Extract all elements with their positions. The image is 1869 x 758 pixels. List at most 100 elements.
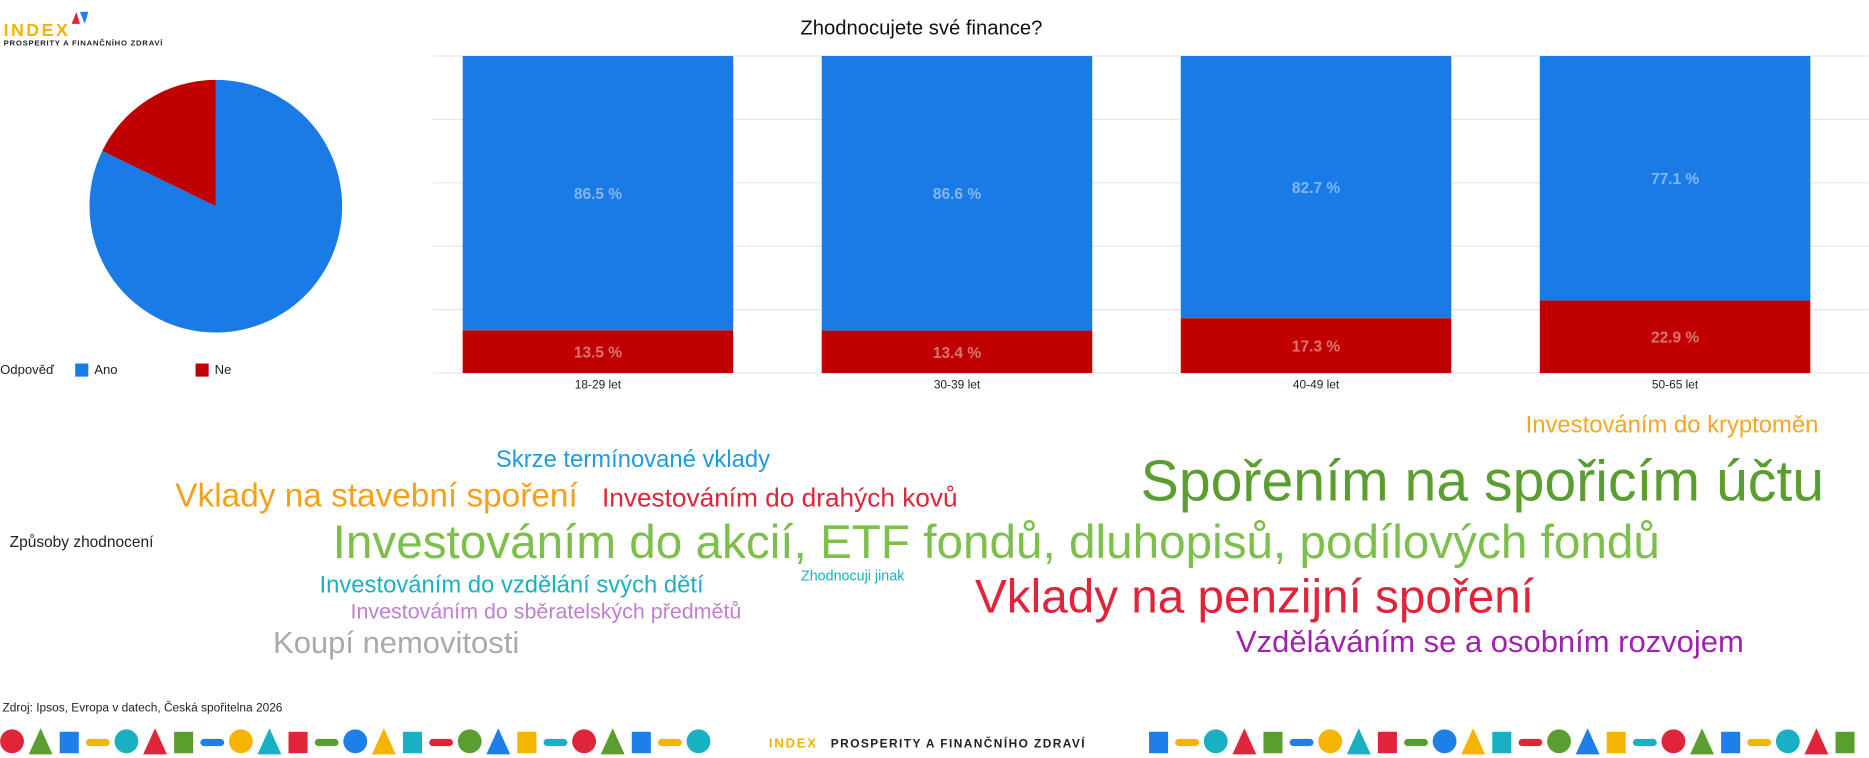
footer-icon [174, 731, 194, 754]
footer-icon [572, 729, 597, 754]
value-label: 86.5 % [574, 186, 622, 203]
footer-icon [657, 738, 682, 747]
source: Zdroj: Ipsos, Evropa v datech, Česká spo… [2, 700, 282, 715]
logo-text: INDEX [4, 20, 71, 40]
footer-icon [343, 729, 368, 754]
footer-icon [600, 728, 625, 755]
footer-icon [1175, 738, 1200, 747]
footer-icon [1346, 728, 1371, 755]
bar-segment [821, 56, 1093, 331]
footer-icon [371, 728, 396, 755]
logo: INDEX PROSPERITY A FINANČNÍHO ZDRAVÍ [4, 11, 164, 47]
footer-icon [429, 738, 454, 747]
bar-segment [1180, 56, 1452, 319]
footer-icon [1289, 738, 1314, 747]
x-tick-label: 50-65 let [1652, 378, 1699, 392]
footer-icon [543, 738, 568, 747]
footer-icon [1575, 728, 1600, 755]
footer-icon [1232, 728, 1257, 755]
footer-icon [1377, 731, 1397, 754]
footer-icon [1404, 738, 1428, 747]
word: Skrze termínované vklady [496, 446, 770, 473]
footer-icon [314, 738, 339, 747]
word: Koupí nemovitosti [273, 625, 519, 660]
bar-segment [1539, 300, 1811, 374]
value-label: 22.9 % [1651, 330, 1699, 347]
x-tick-label: 30-39 let [934, 378, 981, 392]
word: Zhodnocuji jinak [801, 568, 905, 584]
value-label: 86.6 % [933, 186, 981, 203]
footer-icon [1461, 728, 1486, 755]
footer-icon [1804, 728, 1829, 755]
word: Vklady na penzijní spoření [975, 571, 1534, 624]
footer-logo-subtitle: PROSPERITY A FINANČNÍHO ZDRAVÍ [831, 735, 1086, 750]
logo-mark [79, 11, 89, 24]
footer-icon [1690, 728, 1714, 755]
word: Investováním do sběratelských předmětů [351, 600, 742, 624]
word: Investováním do vzdělání svých dětí [320, 571, 704, 598]
footer-icon [457, 729, 482, 754]
x-tick-label: 40-49 let [1293, 378, 1340, 392]
legend-swatch [195, 363, 209, 377]
value-label: 13.5 % [574, 345, 622, 362]
footer-icon [1747, 738, 1772, 747]
footer-icon [402, 731, 423, 754]
x-tick-label: 18-29 let [575, 378, 622, 392]
word: Spořením na spořicím účtu [1141, 450, 1824, 514]
legend-swatch [75, 363, 89, 377]
footer-icon [200, 738, 225, 747]
bar-segment [1180, 318, 1452, 374]
word: Vzděláváním se a osobním rozvojem [1236, 624, 1744, 659]
footer-icon [1547, 729, 1571, 754]
footer-icon [1835, 731, 1855, 754]
legend-title: Odpověď [0, 362, 55, 377]
value-label: 82.7 % [1292, 180, 1340, 197]
word: Investováním do drahých kovů [602, 483, 958, 513]
value-label: 77.1 % [1651, 171, 1699, 188]
footer-icon [1203, 729, 1228, 754]
footer-icon [85, 738, 110, 747]
footer-icon [0, 729, 24, 754]
bar-segment [821, 330, 1093, 374]
pie-slice [89, 79, 343, 333]
footer-icon [1263, 731, 1283, 754]
word: Vklady na stavební spoření [175, 478, 578, 515]
footer: INDEX PROSPERITY A FINANČNÍHO ZDRAVÍ [0, 728, 1855, 755]
footer-icon [1492, 731, 1512, 754]
footer-icon [143, 728, 167, 755]
footer-icon [486, 728, 511, 755]
footer-icon [517, 731, 537, 754]
footer-logo: INDEX [769, 735, 818, 750]
bar-segment [1539, 56, 1811, 301]
chart-title: Zhodnocujete své finance? [800, 18, 1042, 40]
footer-icon [1606, 731, 1626, 754]
footer-icon [1518, 738, 1543, 747]
footer-icon [288, 731, 308, 754]
footer-icon [114, 729, 139, 754]
word: Investováním do kryptoměn [1526, 412, 1819, 439]
bar-segment [462, 56, 734, 331]
value-label: 13.4 % [933, 345, 981, 362]
legend-label: Ne [215, 362, 232, 377]
footer-icon [1632, 738, 1657, 747]
legend-label: Ano [94, 362, 117, 377]
bar-segment [462, 330, 734, 374]
footer-icon [1149, 731, 1169, 754]
footer-icon [631, 731, 651, 754]
footer-icon [1432, 729, 1457, 754]
word: Investováním do akcií, ETF fondů, dluhop… [333, 516, 1660, 569]
footer-icon [257, 728, 282, 755]
footer-icon [1775, 729, 1800, 754]
footer-icon [59, 731, 79, 754]
footer-icon [1721, 731, 1741, 754]
value-label: 17.3 % [1292, 339, 1340, 356]
footer-icon [686, 729, 711, 754]
pie-slice [102, 79, 216, 207]
wordcloud-label: Způsoby zhodnocení [10, 534, 154, 551]
footer-icon [1318, 729, 1343, 754]
footer-icon [1661, 729, 1686, 754]
footer-icon [28, 728, 53, 755]
footer-icon [228, 729, 253, 754]
logo-subtitle: PROSPERITY A FINANČNÍHO ZDRAVÍ [4, 38, 164, 47]
